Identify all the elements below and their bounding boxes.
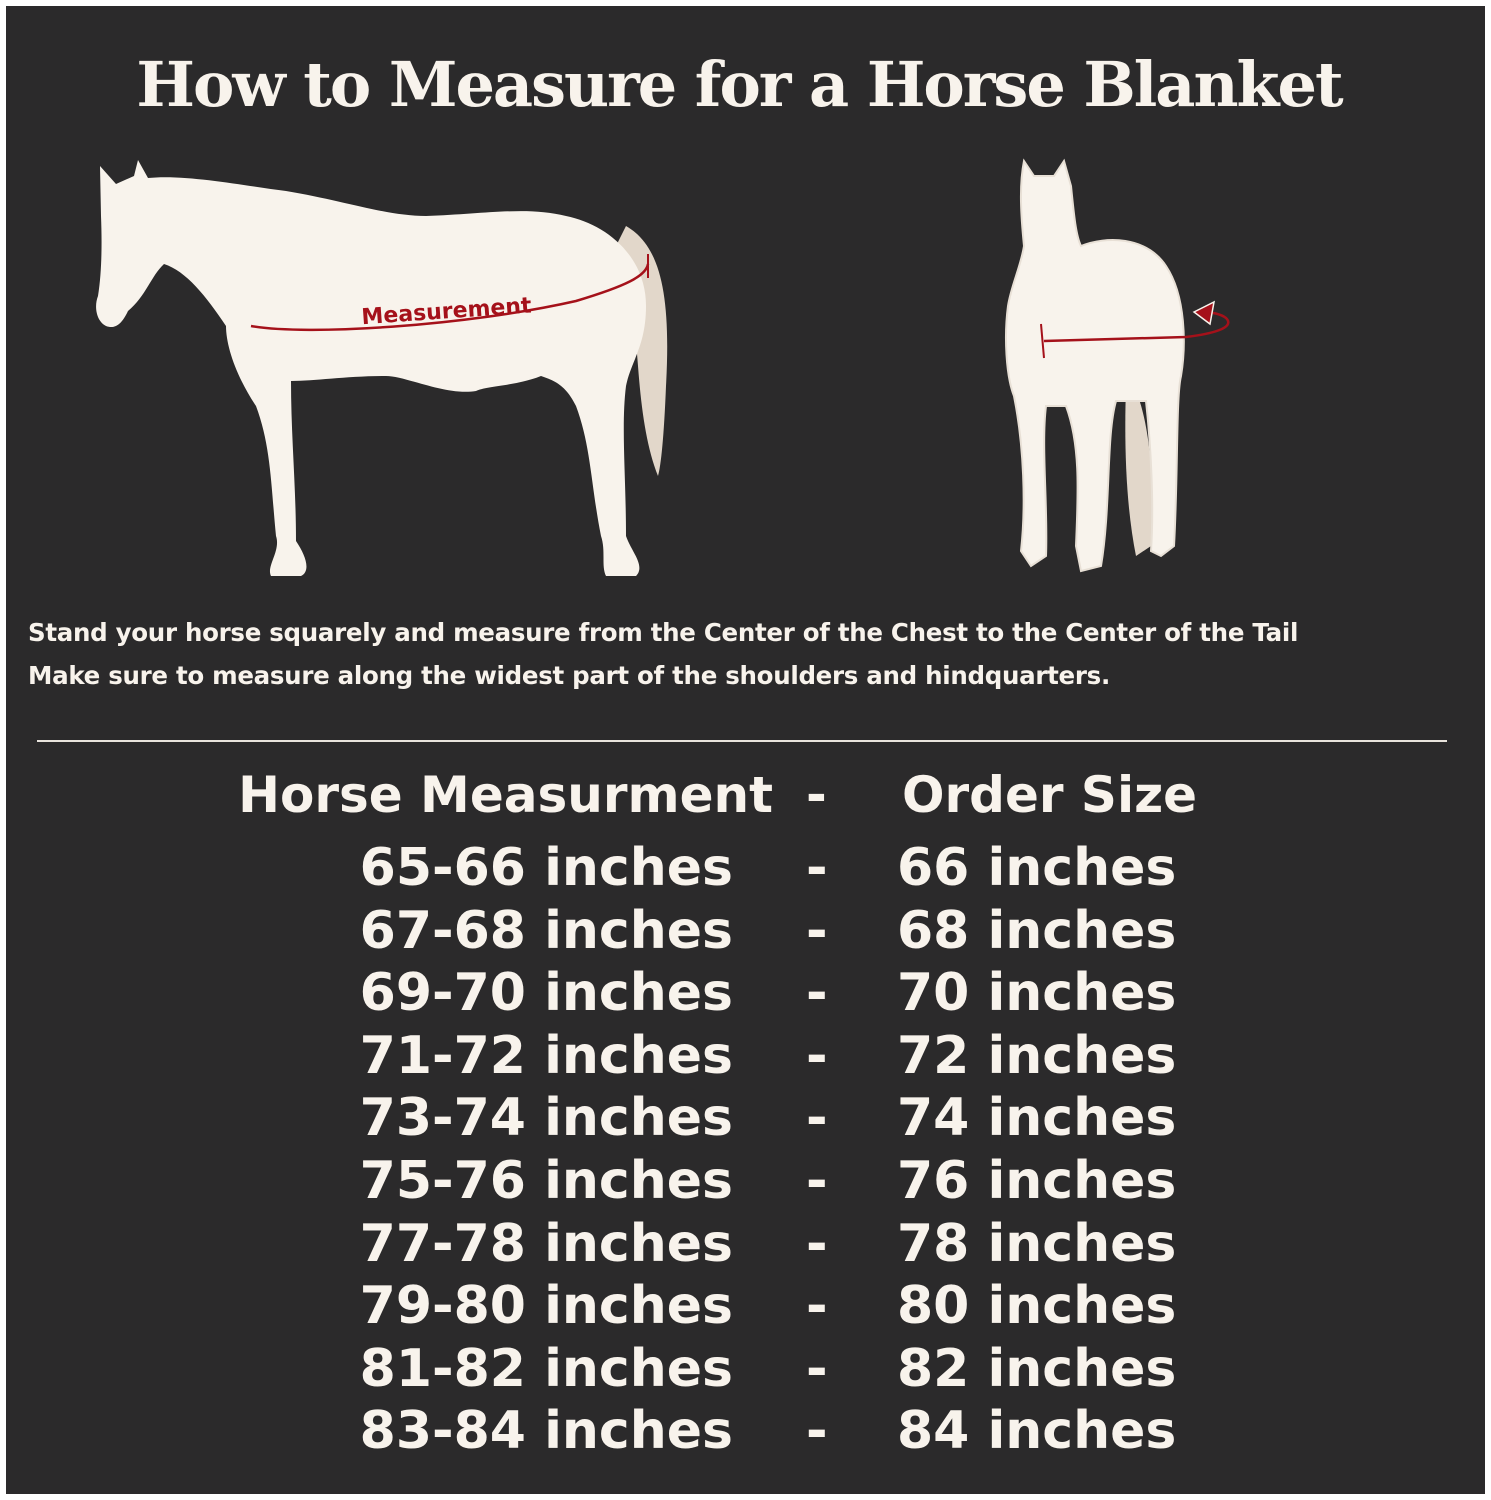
side-view-horse-illustration: Measurement <box>96 160 668 576</box>
separator-cell: - <box>806 838 828 898</box>
table-row: 73-74 inches - 74 inches <box>6 1088 1485 1150</box>
separator-cell: - <box>806 1213 828 1274</box>
divider <box>37 740 1447 742</box>
table-row: 75-76 inches - 76 inches <box>6 1151 1485 1213</box>
header-measurement: Horse Measurment <box>238 766 773 824</box>
separator-cell: - <box>806 963 828 1024</box>
separator-cell: - <box>806 1088 828 1149</box>
order-size-cell: 78 inches <box>897 1213 1177 1274</box>
instruction-line-1: Stand your horse squarely and measure fr… <box>28 618 1299 647</box>
measurement-cell: 65-66 inches <box>359 838 733 898</box>
table-row: 83-84 inches - 84 inches <box>6 1401 1485 1463</box>
table-row: 67-68 inches - 68 inches <box>6 901 1485 963</box>
separator-cell: - <box>806 1151 828 1211</box>
horse-body <box>96 160 647 576</box>
infographic-panel: How to Measure for a Horse Blanket Measu… <box>6 6 1485 1494</box>
separator-cell: - <box>806 900 828 961</box>
table-row: 71-72 inches - 72 inches <box>6 1026 1485 1088</box>
size-table-header: Horse Measurment - Order Size <box>6 766 1485 828</box>
measurement-cell: 83-84 inches <box>359 1401 733 1462</box>
order-size-cell: 84 inches <box>897 1401 1177 1462</box>
order-size-cell: 76 inches <box>897 1151 1177 1211</box>
table-row: 69-70 inches - 70 inches <box>6 963 1485 1025</box>
order-size-cell: 66 inches <box>897 838 1177 898</box>
table-row: 81-82 inches - 82 inches <box>6 1339 1485 1401</box>
measurement-cell: 75-76 inches <box>359 1151 733 1211</box>
separator-cell: - <box>806 1276 828 1337</box>
instruction-line-2: Make sure to measure along the widest pa… <box>28 661 1110 690</box>
measurement-cell: 81-82 inches <box>359 1338 733 1399</box>
table-row: 79-80 inches - 80 inches <box>6 1276 1485 1338</box>
measurement-cell: 71-72 inches <box>359 1025 733 1086</box>
separator-cell: - <box>806 1338 828 1399</box>
horse-body <box>1005 158 1185 573</box>
measurement-line <box>250 263 650 332</box>
measurement-cell: 77-78 inches <box>359 1213 733 1274</box>
order-size-cell: 72 inches <box>897 1025 1177 1086</box>
separator-cell: - <box>806 1025 828 1086</box>
order-size-cell: 80 inches <box>897 1276 1177 1337</box>
measurement-cell: 67-68 inches <box>359 900 733 961</box>
front-view-horse-illustration <box>1005 158 1230 573</box>
horse-tail <box>1125 381 1153 556</box>
measurement-cell: 69-70 inches <box>359 963 733 1024</box>
order-size-cell: 70 inches <box>897 963 1177 1024</box>
table-row: 65-66 inches - 66 inches <box>6 838 1485 900</box>
separator-cell: - <box>806 1401 828 1462</box>
horse-tail <box>616 226 668 476</box>
order-size-cell: 82 inches <box>897 1338 1177 1399</box>
measurement-cell: 79-80 inches <box>359 1276 733 1337</box>
header-separator: - <box>806 766 827 824</box>
measurement-cell: 73-74 inches <box>359 1088 733 1149</box>
measurement-start-tick <box>1040 323 1045 359</box>
order-size-cell: 68 inches <box>897 900 1177 961</box>
header-order-size: Order Size <box>902 766 1198 824</box>
table-row: 77-78 inches - 78 inches <box>6 1214 1485 1276</box>
order-size-cell: 74 inches <box>897 1088 1177 1149</box>
arrow-head-icon <box>1192 300 1216 326</box>
page-title: How to Measure for a Horse Blanket <box>136 48 1343 121</box>
